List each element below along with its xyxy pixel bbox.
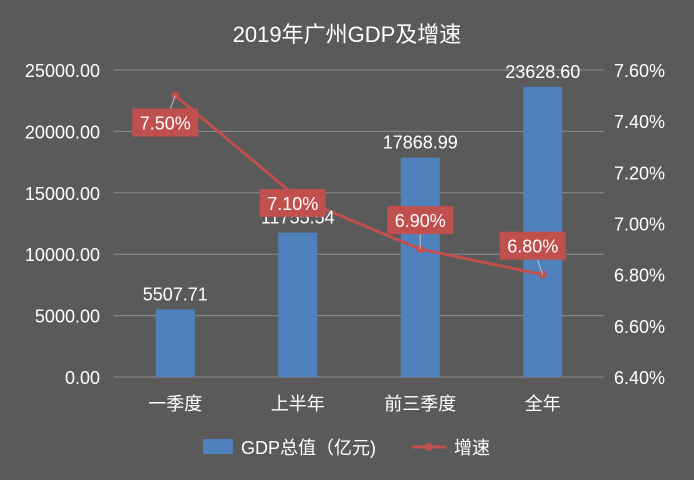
bar-data-label: 23628.60 <box>505 62 580 82</box>
y-right-tick-label: 7.40% <box>614 112 665 132</box>
line-data-label: 6.90% <box>395 211 446 231</box>
line-data-label-box <box>387 206 454 235</box>
legend-bar-label: GDP总值（亿元) <box>241 438 376 458</box>
y-right-tick-label: 6.60% <box>614 317 665 337</box>
y-left-tick-label: 25000.00 <box>25 61 100 81</box>
line-data-label-box <box>259 188 326 217</box>
y-right-tick-label: 7.20% <box>614 163 665 183</box>
y-left-tick-label: 5000.00 <box>35 307 100 327</box>
bar <box>278 232 318 377</box>
legend-line-label: 增速 <box>454 438 490 458</box>
y-left-tick-label: 15000.00 <box>25 184 100 204</box>
line-data-label: 7.50% <box>140 114 191 134</box>
y-right-tick-label: 7.60% <box>614 61 665 81</box>
legend-line-marker <box>425 443 433 451</box>
chart-title: 2019年广州GDP及增速 <box>233 22 462 47</box>
bar <box>400 157 440 377</box>
y-right-tick-label: 6.80% <box>614 266 665 286</box>
bar-data-label: 5507.71 <box>143 284 208 304</box>
y-right-tick-label: 6.40% <box>614 368 665 388</box>
y-right-tick-label: 7.00% <box>614 215 665 235</box>
y-left-tick-label: 20000.00 <box>25 122 100 142</box>
x-tick-label: 上半年 <box>271 394 325 414</box>
series-line <box>174 94 544 277</box>
bar-data-label: 17868.99 <box>383 133 458 153</box>
x-tick-label: 全年 <box>525 394 561 414</box>
y-left-tick-label: 10000.00 <box>25 245 100 265</box>
line-data-label-box <box>132 108 199 137</box>
line-data-label-box <box>499 231 566 260</box>
line-data-label: 7.10% <box>267 194 318 214</box>
x-tick-label: 一季度 <box>148 394 202 414</box>
x-tick-label: 前三季度 <box>384 394 456 414</box>
bar <box>155 309 195 377</box>
y-left-tick-label: 0.00 <box>65 368 100 388</box>
line-data-label: 6.80% <box>507 237 558 257</box>
legend-bar-swatch <box>203 439 233 454</box>
